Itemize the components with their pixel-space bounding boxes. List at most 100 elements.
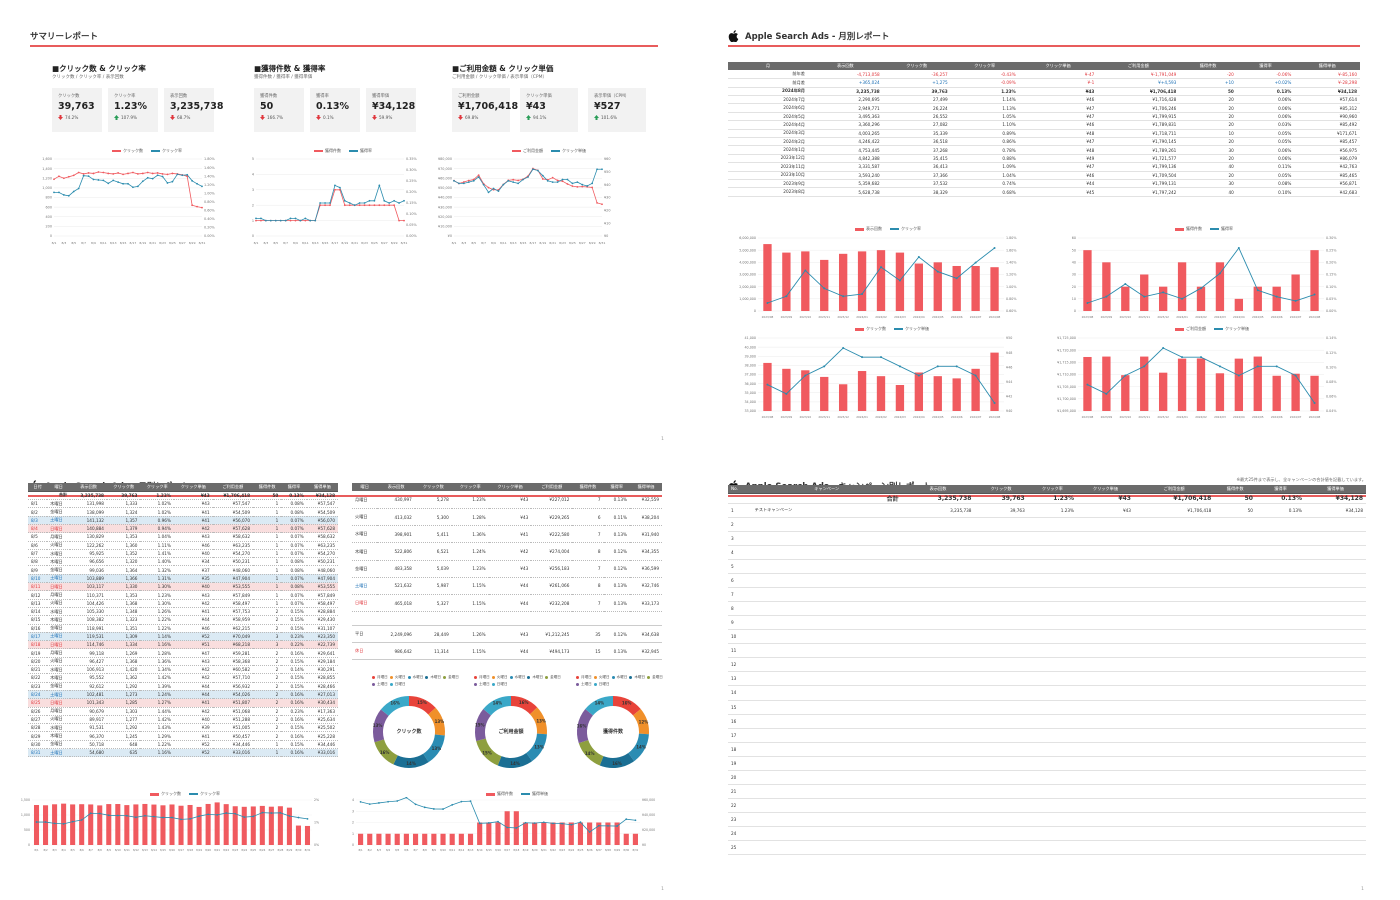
daily-table: 日付 曜日 表示回数 クリック数 クリック率 クリック単価 ご利用金額 獲得件数 獲得率 獲得単価… bbox=[28, 483, 338, 758]
series-point bbox=[546, 179, 549, 182]
table-cell bbox=[1255, 784, 1306, 799]
donut-slice-label: 13% bbox=[536, 718, 546, 723]
y2-tick-label: 0.10% bbox=[1326, 285, 1336, 289]
legend-swatch bbox=[349, 150, 358, 152]
bar bbox=[1272, 286, 1281, 311]
series-point bbox=[343, 204, 346, 207]
legend-item: 月曜日 bbox=[372, 675, 388, 680]
monthly-divider bbox=[728, 45, 1360, 47]
donut-legend: 月曜日 火曜日 水曜日 木曜日 金曜日 土曜日 日曜日 bbox=[474, 675, 564, 687]
y2-tick-label: ¥40 bbox=[604, 183, 610, 187]
y-tick-label: 0 bbox=[28, 843, 30, 847]
legend-swatch bbox=[151, 150, 160, 152]
table-cell: ¥58,632 bbox=[306, 532, 338, 542]
legend-swatch bbox=[509, 676, 513, 679]
bar bbox=[440, 833, 446, 845]
series-point bbox=[1143, 295, 1146, 298]
series-point bbox=[255, 217, 257, 220]
column-header: クリック数 bbox=[974, 485, 1028, 494]
legend-label: 土曜日 bbox=[377, 682, 388, 686]
table-cell bbox=[751, 587, 902, 603]
table-cell bbox=[1133, 671, 1215, 687]
table-cell: ¥63,235 bbox=[306, 541, 338, 550]
table-cell: ¥42 bbox=[173, 673, 213, 683]
legend-swatch bbox=[189, 793, 198, 795]
table-cell bbox=[974, 770, 1028, 785]
column-header: 曜日 bbox=[352, 483, 378, 492]
table-cell: 7 bbox=[728, 587, 752, 603]
y-tick-label: 1,000 bbox=[42, 186, 52, 190]
legend-label: クリック単価 bbox=[905, 326, 929, 331]
table-cell: 0.15% bbox=[281, 607, 307, 617]
table-row: 8/26 月曜日 90,679 1,303 1.44% ¥42 ¥51,068 2 0.23% ¥… bbox=[28, 707, 338, 716]
y2-tick-label: 0.20% bbox=[406, 190, 418, 194]
x-tick-label: 8/13 bbox=[468, 848, 474, 852]
bar bbox=[1158, 286, 1168, 311]
table-cell: 8/12 bbox=[28, 590, 48, 600]
table-cell: 3,360,296 bbox=[808, 120, 883, 130]
x-tick-label: 2024/05 bbox=[1252, 315, 1264, 319]
table-cell: 39,763 bbox=[106, 490, 141, 501]
kpi-label: 獲得件数 bbox=[260, 94, 278, 99]
table-cell: テストキャンペーン bbox=[751, 503, 902, 518]
y-tick-label: 500 bbox=[24, 828, 30, 832]
series-point bbox=[393, 204, 396, 207]
legend-swatch bbox=[611, 676, 615, 679]
table-cell: ¥90,960 bbox=[1294, 112, 1360, 122]
x-tick-label: 2023/09 bbox=[1101, 315, 1113, 319]
series-point bbox=[917, 255, 920, 258]
table-cell: 2 bbox=[253, 665, 282, 675]
table-cell: ¥44 bbox=[173, 682, 213, 691]
legend-swatch bbox=[894, 328, 903, 330]
legend-swatch bbox=[491, 683, 495, 686]
x-tick-label: 2024/06 bbox=[951, 415, 963, 419]
donut-slice-label: 13% bbox=[534, 745, 544, 750]
empty-row: 18 bbox=[728, 742, 1366, 757]
column-header: 表示回数 bbox=[901, 485, 975, 494]
x-tick-label: 2024/03 bbox=[1214, 315, 1226, 319]
table-cell bbox=[1305, 742, 1366, 757]
table-cell: ¥58,632 bbox=[212, 532, 253, 542]
table-cell: 20 bbox=[1179, 103, 1237, 113]
y2-tick-label: 0.00% bbox=[1326, 309, 1336, 313]
table-cell bbox=[1214, 840, 1256, 856]
y2-tick-label: ¥20 bbox=[604, 209, 610, 213]
series-point bbox=[189, 818, 191, 820]
series-point bbox=[107, 814, 110, 817]
table-cell bbox=[1255, 559, 1306, 575]
table-cell: ¥46 bbox=[173, 541, 213, 550]
column-header: ご利用金額 bbox=[531, 483, 573, 492]
x-tick-label: 8/1 bbox=[358, 848, 363, 852]
series-point bbox=[132, 171, 134, 174]
table-cell: 8/18 bbox=[28, 640, 48, 650]
table-cell: ¥56,070 bbox=[212, 516, 253, 526]
kpi-change-value: 59.9% bbox=[379, 115, 393, 120]
y2-tick-label: ¥50 bbox=[1006, 336, 1012, 340]
table-cell: 1,285 bbox=[106, 698, 141, 708]
bar bbox=[782, 368, 791, 411]
x-tick-label: 8/25 bbox=[371, 241, 378, 245]
table-cell: ¥41 bbox=[173, 731, 213, 741]
table-cell: 2 bbox=[253, 698, 282, 708]
table-cell: ¥50,457 bbox=[212, 731, 253, 741]
y2-tick-label: 0.00% bbox=[406, 234, 418, 238]
table-cell: -36,257 bbox=[882, 70, 951, 80]
table-cell: 0.68% bbox=[950, 187, 1019, 197]
table-cell: ¥1,718,711 bbox=[1097, 129, 1180, 139]
series-point bbox=[1124, 282, 1127, 285]
table-cell: 1.29% bbox=[140, 731, 174, 741]
x-tick-label: 2023/12 bbox=[1157, 315, 1169, 319]
legend-label: 日曜日 bbox=[496, 682, 508, 686]
y2-tick-label: ¥20,000 bbox=[642, 828, 655, 832]
table-cell: 木曜日 bbox=[47, 615, 71, 625]
table-cell: 20 bbox=[728, 770, 752, 785]
table-cell: ¥34,446 bbox=[212, 740, 253, 750]
table-cell: ¥43 bbox=[488, 560, 532, 578]
table-cell: 0.07% bbox=[281, 590, 307, 600]
series-point bbox=[156, 174, 159, 177]
x-tick-label: 8/30 bbox=[296, 848, 302, 852]
donut-slice bbox=[577, 709, 594, 744]
series-point bbox=[181, 174, 184, 177]
donut-slice-label: 14% bbox=[595, 700, 605, 705]
table-cell: 0.07% bbox=[281, 532, 307, 542]
